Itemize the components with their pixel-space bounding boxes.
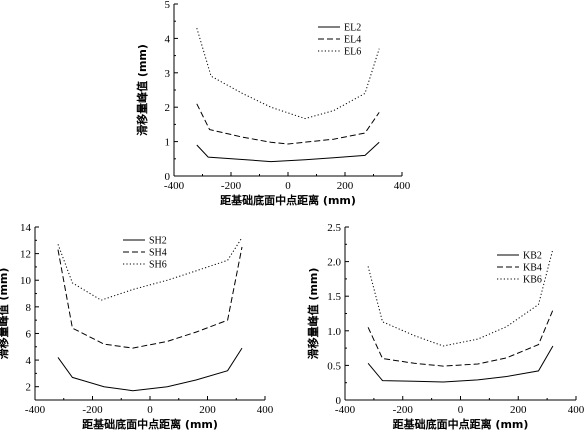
x-axis-title: 距基础底面中点距离 (mm) [82,417,218,431]
legend-label-sh4: SH4 [149,248,167,259]
y-tick-label: 5 [165,0,171,11]
x-tick-label: 0 [147,404,153,416]
legend-label-sh6: SH6 [149,260,167,271]
legend-label-el4: EL4 [344,35,361,46]
chart-top: -400 -200 0 200 400 0 1 2 3 4 5 距基础底面中点距离 (mm) 滑移量峰值… [135,0,411,207]
x-tick-label: 0 [458,404,464,416]
y-tick-label: 0 [165,171,171,183]
x-tick-label: 200 [337,180,354,192]
y-tick-label: 6 [26,328,32,340]
y-tick-label: 3 [165,68,171,80]
legend-label-kb4: KB4 [523,263,542,274]
y-tick-label: 1 [165,137,171,149]
series-line-el4 [196,103,380,145]
y-tick-label: 12 [20,249,31,261]
x-tick-label: -400 [335,404,356,416]
x-tick-label: -200 [82,404,103,416]
x-tick-label: -400 [164,180,185,192]
y-axis-title: 滑移量峰值 (mm) [135,44,149,136]
y-tick-label: 1.0 [327,326,341,338]
y-tick-label: 2 [165,102,171,114]
legend-label-sh2: SH2 [149,236,167,247]
series-line-kb2 [367,345,554,383]
x-tick-label: 200 [510,404,527,416]
x-tick-label: -200 [393,404,414,416]
y-tick-label: 14 [20,222,32,234]
x-tick-label: -200 [221,180,242,192]
x-axis-title: 距基础底面中点距离 (mm) [393,417,529,431]
x-tick-label: 400 [394,180,411,192]
legend-label-el6: EL6 [344,47,361,58]
y-axis-title: 滑移量峰值 (mm) [0,268,10,360]
series-line-el2 [196,141,380,163]
y-tick-label: 4 [26,355,32,367]
y-tick-label: 2 [26,382,32,394]
y-axis-title: 滑移量峰值 (mm) [306,268,320,360]
x-axis-title: 距基础底面中点距离 (mm) [220,193,356,207]
x-tick-label: 400 [257,404,274,416]
x-tick-label: 200 [199,404,216,416]
y-tick-label: 8 [26,302,32,314]
x-tick-label: -400 [25,404,46,416]
y-tick-label: 2.0 [327,257,341,269]
y-tick-label: 0 [336,395,342,407]
legend-label-el2: EL2 [344,23,361,34]
series-line-sh6 [57,237,243,301]
y-tick-label: 4 [165,33,171,45]
series-line-sh4 [57,246,243,349]
legend-label-kb6: KB6 [523,275,542,286]
series-line-kb4 [367,309,554,367]
y-tick-label: 0.5 [327,360,341,372]
y-tick-label: 1.5 [327,291,341,303]
chart-bottom-right: -400 -200 0 200 400 0 0.5 1.0 1.5 2.0 2.5 距基础底面中点距离… [306,222,585,431]
series-line-kb6 [367,248,554,347]
legend-label-kb2: KB2 [523,251,542,262]
x-tick-label: 0 [285,180,291,192]
series-line-sh2 [57,347,243,392]
y-tick-label: 2.5 [327,222,341,234]
chart-bottom-left: -400 -200 0 200 400 2 4 6 8 10 12 14 距基础底面中点距离 (mm) 滑… [0,222,274,431]
x-tick-label: 400 [568,404,585,416]
y-tick-label: 10 [20,275,32,287]
